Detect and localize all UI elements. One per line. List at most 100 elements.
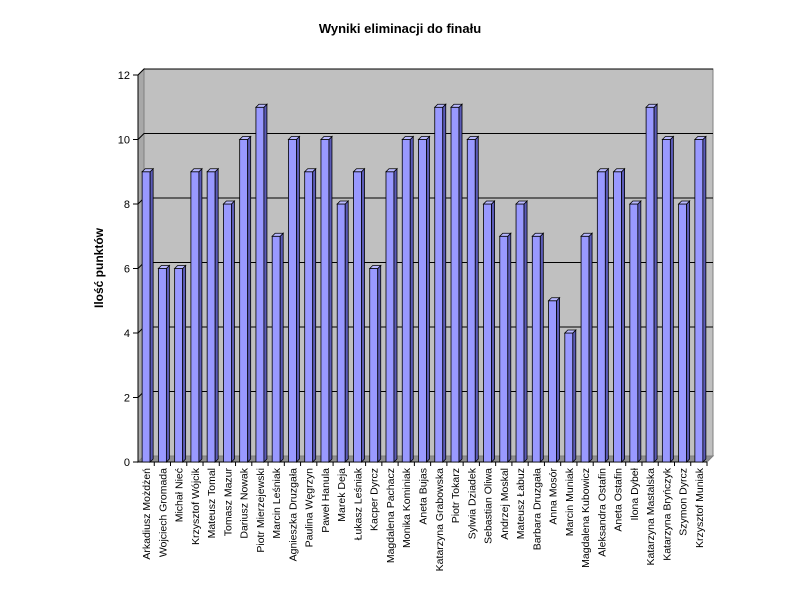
bar-top [271,232,285,237]
y-tick-label: 6 [124,264,130,276]
bar-top [531,232,545,237]
bar-side [458,103,463,463]
x-tick-label: Marcin Leśniak [271,467,283,538]
bar-side [669,135,674,463]
bar-side [491,200,495,463]
bar [434,106,444,463]
x-tick-label: Anna Mosór [548,468,560,525]
x-tick-label: Andrzej Moskal [499,468,511,540]
chart-title: Wyniki eliminacji do finału [319,21,481,36]
gridline [137,133,713,140]
bar-side [328,135,333,463]
bar [174,268,184,463]
bar [613,171,622,463]
bar [483,203,492,463]
y-axis-label: Ilość punktów [92,227,106,308]
x-tick-label: Aneta Ostafin [613,468,625,532]
bar [157,268,167,463]
bar-side [556,296,560,463]
x-tick-label: Magdalena Pachacz [385,468,397,563]
x-tick-label: Mateusz Łabuz [515,468,527,539]
x-tick-label: Arkadiusz Możdżeń [141,468,153,560]
bar-top [303,168,317,173]
bar-top [433,103,447,108]
y-tick-label: 4 [124,328,130,340]
bar-side [686,200,691,463]
bar-side [539,232,544,463]
bar-side [523,200,528,463]
x-tick-label: Piotr Tokarz [450,468,462,523]
bar-top [319,136,333,140]
x-tick-label: Magdalena Kubowicz [580,468,592,568]
bar-side [296,135,300,463]
bar-side [409,135,414,463]
bar [596,171,606,463]
x-tick-label: Krzysztof Wójcik [190,467,202,545]
bar-side [604,167,609,463]
bar [190,171,200,463]
bar-top [385,168,398,173]
x-tick-label: Łukasz Leśniak [352,467,364,540]
bar-top [563,329,577,334]
bar-top [661,136,675,140]
bar [223,203,232,463]
bar-top [352,168,366,173]
x-tick-label: Aleksandra Ostafin [596,468,608,557]
bar-top [222,200,236,205]
bar-side [393,167,398,463]
gridline [137,68,713,76]
x-tick-label: Dariusz Nowak [239,467,251,538]
bar-top [157,265,171,269]
bar [353,171,362,463]
bar-top [206,168,220,173]
bar-side [361,167,365,463]
bar-side [653,103,658,463]
bar-side [442,103,447,463]
x-tick-label: Barbara Druzgała [531,468,543,550]
bar-top [417,136,431,140]
bar [401,139,411,463]
bar-top [141,168,155,173]
x-tick-label: Katarzyna Bryńczyk [661,467,673,561]
x-tick-label: Piotr Mierzejewski [255,468,267,553]
bar-side [279,232,284,463]
bar-side [637,200,642,463]
bar [271,235,281,463]
x-tick-label: Szymon Dyrcz [678,468,690,536]
x-tick-label: Katarzyna Grabowska [434,468,446,571]
bar-side [588,232,593,463]
bar-side [165,264,170,463]
bar [548,300,557,463]
x-tick-label: Ilona Dybeł [629,467,641,520]
bar-top [254,103,268,108]
bar-top [515,200,529,205]
y-tick-label: 8 [124,199,130,211]
bar [369,268,379,463]
x-tick-label: Sebastian Oliwa [483,468,495,544]
x-tick-label: Sylwia Dziadek [466,467,478,539]
bar [678,203,688,463]
bar-side [214,167,219,463]
x-tick-label: Mateusz Tomal [206,468,218,538]
bar-side [621,167,625,463]
bar [629,203,639,463]
bar [580,235,590,463]
y-tick-label: 2 [124,393,130,405]
bar [694,139,704,463]
bar-top [547,297,561,302]
bar [450,106,460,463]
x-tick-label: Paulina Węgrzyn [304,468,316,548]
bar-side [702,135,707,463]
bar [336,203,346,463]
bar-top [238,136,252,140]
x-tick-label: Agnieszka Druzgała [287,468,299,562]
x-tick-label: Aneta Bujas [418,468,430,525]
y-tick-label: 10 [118,135,130,147]
bar-top [173,265,187,269]
bar [255,106,265,463]
bar-side [426,135,430,463]
x-tick-label: Monika Kominiak [401,467,413,548]
bar-side [474,135,479,463]
